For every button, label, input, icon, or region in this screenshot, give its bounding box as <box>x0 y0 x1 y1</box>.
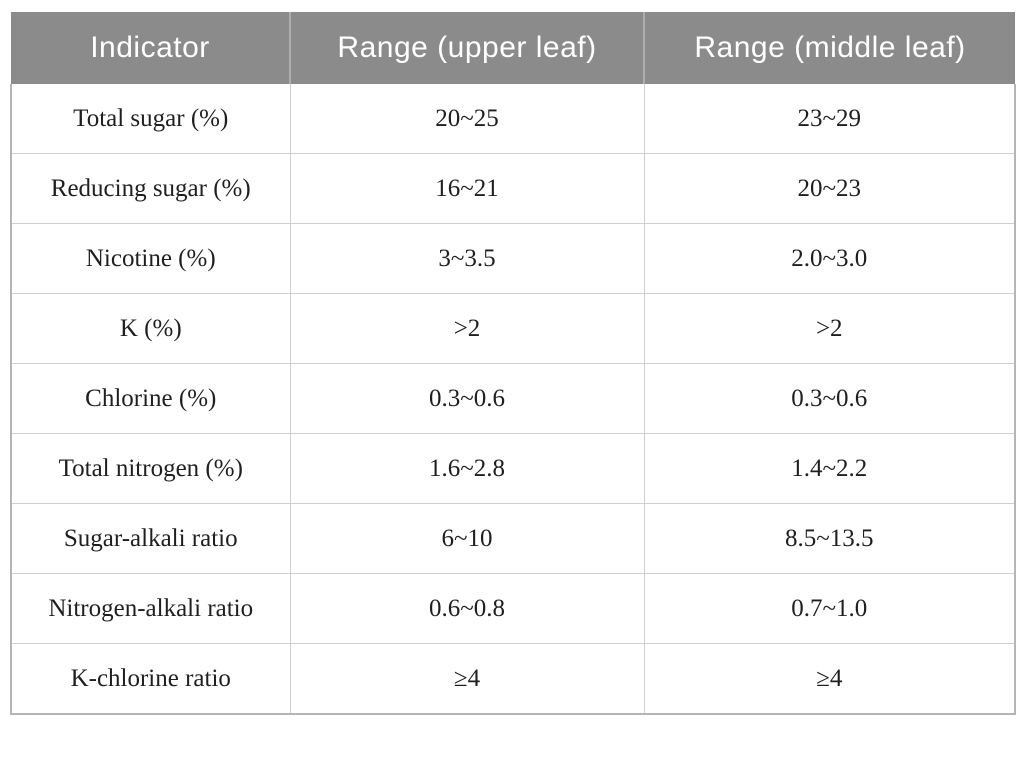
upper-range-cell: 20~25 <box>289 84 645 154</box>
middle-range-cell: 1.4~2.2 <box>643 433 1016 504</box>
table-row: K-chlorine ratio ≥4 ≥4 <box>10 643 1016 715</box>
indicator-cell: Sugar-alkali ratio <box>10 503 291 574</box>
indicator-cell: K (%) <box>10 293 291 364</box>
middle-range-cell: 0.3~0.6 <box>643 363 1016 434</box>
indicator-cell: Nitrogen-alkali ratio <box>10 573 291 644</box>
upper-range-cell: 0.6~0.8 <box>289 573 645 644</box>
indicator-range-table: Indicator Range (upper leaf) Range (midd… <box>10 12 1016 715</box>
table-row: Reducing sugar (%) 16~21 20~23 <box>10 153 1016 224</box>
table-row: Total sugar (%) 20~25 23~29 <box>10 84 1016 154</box>
indicator-cell: Reducing sugar (%) <box>10 153 291 224</box>
upper-range-cell: 16~21 <box>289 153 645 224</box>
indicator-cell: Total sugar (%) <box>10 84 291 154</box>
table-row: K (%) >2 >2 <box>10 293 1016 364</box>
column-header-range-upper-leaf: Range (upper leaf) <box>289 12 644 84</box>
table-row: Sugar-alkali ratio 6~10 8.5~13.5 <box>10 503 1016 574</box>
upper-range-cell: ≥4 <box>289 643 645 715</box>
upper-range-cell: 1.6~2.8 <box>289 433 645 504</box>
table-row: Nitrogen-alkali ratio 0.6~0.8 0.7~1.0 <box>10 573 1016 644</box>
upper-range-cell: 6~10 <box>289 503 645 574</box>
indicator-cell: Nicotine (%) <box>10 223 291 294</box>
middle-range-cell: 0.7~1.0 <box>643 573 1016 644</box>
indicator-cell: Chlorine (%) <box>10 363 291 434</box>
middle-range-cell: 23~29 <box>643 84 1016 154</box>
middle-range-cell: 8.5~13.5 <box>643 503 1016 574</box>
upper-range-cell: 0.3~0.6 <box>289 363 645 434</box>
indicator-cell: Total nitrogen (%) <box>10 433 291 504</box>
upper-range-cell: >2 <box>289 293 645 364</box>
middle-range-cell: ≥4 <box>643 643 1016 715</box>
table-row: Total nitrogen (%) 1.6~2.8 1.4~2.2 <box>10 433 1016 504</box>
indicator-cell: K-chlorine ratio <box>10 643 291 715</box>
data-table: Indicator Range (upper leaf) Range (midd… <box>10 12 1016 715</box>
table-row: Chlorine (%) 0.3~0.6 0.3~0.6 <box>10 363 1016 434</box>
middle-range-cell: 20~23 <box>643 153 1016 224</box>
upper-range-cell: 3~3.5 <box>289 223 645 294</box>
table-header-row: Indicator Range (upper leaf) Range (midd… <box>11 12 1015 84</box>
middle-range-cell: >2 <box>643 293 1016 364</box>
middle-range-cell: 2.0~3.0 <box>643 223 1016 294</box>
column-header-range-middle-leaf: Range (middle leaf) <box>643 12 1015 84</box>
column-header-indicator: Indicator <box>11 12 290 84</box>
table-row: Nicotine (%) 3~3.5 2.0~3.0 <box>10 223 1016 294</box>
